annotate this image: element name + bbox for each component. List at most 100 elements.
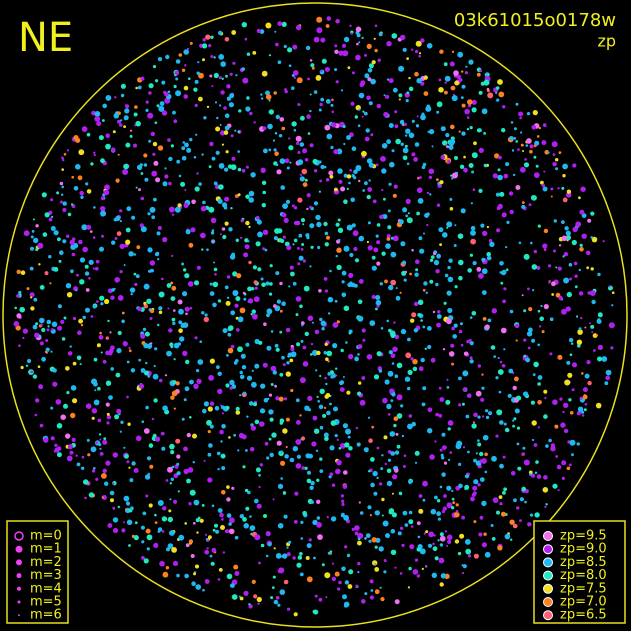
star: [369, 320, 376, 326]
star: [161, 530, 165, 533]
star: [112, 506, 116, 510]
star: [376, 240, 381, 245]
star: [137, 306, 142, 312]
star: [346, 390, 351, 395]
star: [87, 453, 91, 457]
star: [374, 24, 378, 28]
star: [291, 121, 297, 127]
star: [245, 220, 250, 226]
star: [81, 126, 88, 132]
star: [321, 327, 325, 331]
star: [52, 381, 58, 387]
star: [268, 437, 272, 441]
star: [135, 435, 142, 442]
star: [208, 206, 215, 213]
magnitude-label: m=5: [30, 595, 62, 610]
star: [346, 135, 351, 140]
star: [224, 37, 230, 42]
star: [342, 50, 349, 57]
star: [478, 90, 483, 95]
star: [253, 121, 256, 124]
star: [286, 607, 291, 611]
star: [325, 357, 329, 362]
star: [290, 388, 294, 393]
star: [46, 319, 52, 325]
star: [272, 575, 276, 579]
star: [519, 116, 522, 120]
star: [560, 422, 566, 428]
star: [311, 441, 317, 447]
star: [254, 286, 258, 290]
star: [448, 351, 455, 357]
star: [234, 303, 239, 308]
star: [343, 305, 350, 312]
star: [393, 184, 398, 189]
star: [584, 373, 590, 379]
star: [549, 317, 554, 322]
star: [152, 152, 156, 156]
star: [550, 187, 554, 191]
star: [367, 158, 371, 162]
star: [293, 520, 298, 524]
star: [536, 135, 540, 138]
star: [135, 186, 138, 189]
star: [416, 547, 421, 552]
star: [519, 497, 525, 502]
star: [447, 265, 451, 270]
star: [79, 190, 84, 196]
star: [389, 161, 395, 168]
star: [99, 246, 104, 252]
star: [263, 397, 269, 403]
star: [448, 145, 454, 150]
star: [229, 379, 235, 386]
magnitude-legend: m=0m=1m=2m=3m=4m=5m=6: [14, 529, 62, 623]
star: [39, 423, 44, 428]
star: [260, 93, 263, 96]
star: [353, 246, 358, 252]
star: [562, 163, 568, 170]
star: [419, 176, 422, 179]
star: [315, 214, 321, 221]
star: [515, 185, 521, 190]
star: [367, 416, 371, 419]
star: [221, 143, 224, 146]
star: [533, 144, 537, 148]
star: [155, 177, 161, 183]
star: [29, 292, 35, 298]
star: [232, 61, 236, 65]
star: [458, 329, 463, 334]
star: [443, 62, 448, 67]
star: [436, 178, 439, 182]
star: [161, 80, 166, 85]
star: [567, 372, 573, 378]
star: [34, 332, 40, 338]
star: [442, 445, 447, 450]
star: [143, 558, 149, 564]
star: [543, 414, 548, 419]
star: [120, 420, 124, 424]
star: [343, 603, 348, 608]
magnitude-label: m=1: [30, 542, 62, 557]
star: [481, 386, 485, 390]
star: [331, 122, 337, 128]
star: [54, 443, 58, 447]
star: [295, 398, 300, 403]
star: [366, 194, 371, 200]
star: [357, 571, 360, 574]
star: [544, 396, 547, 400]
star: [436, 499, 441, 503]
star: [154, 347, 158, 351]
star: [265, 94, 272, 100]
star: [253, 296, 260, 303]
star: [439, 397, 445, 402]
star: [386, 41, 392, 47]
star: [104, 298, 110, 305]
star: [140, 368, 146, 373]
star: [144, 177, 149, 182]
star: [357, 561, 361, 566]
star: [154, 436, 161, 442]
star: [53, 230, 59, 236]
star: [392, 474, 398, 480]
star: [150, 131, 155, 137]
star: [407, 423, 413, 430]
